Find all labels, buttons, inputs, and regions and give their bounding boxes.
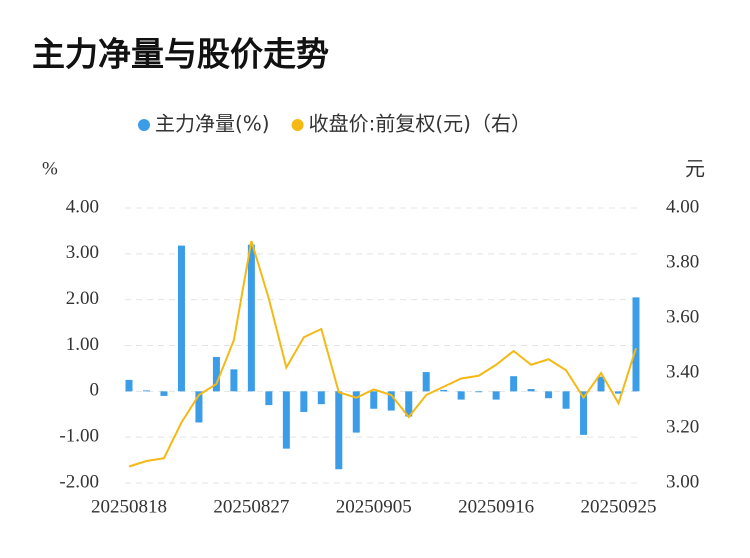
x-tick-label: 20250916 xyxy=(458,496,534,517)
legend-label: 收盘价:前复权(元)（右） xyxy=(309,112,531,136)
bar xyxy=(177,245,185,392)
y2-tick-label: 3.80 xyxy=(666,251,699,272)
bar xyxy=(195,391,203,423)
y-tick-label: 3.00 xyxy=(66,242,99,263)
bar xyxy=(545,391,553,399)
y-tick-label: 1.00 xyxy=(66,334,99,355)
x-tick-label: 20250905 xyxy=(336,496,412,517)
bar xyxy=(125,379,133,392)
legend-label: 主力净量(%) xyxy=(155,112,270,136)
bar xyxy=(317,391,325,405)
bar xyxy=(265,391,273,406)
bar xyxy=(370,391,378,409)
bar xyxy=(247,244,255,392)
bar xyxy=(632,297,640,392)
y2-tick-label: 3.20 xyxy=(666,416,699,437)
y2-tick-label: 3.60 xyxy=(666,306,699,327)
y-tick-label: 0 xyxy=(90,380,100,401)
price-line xyxy=(128,240,637,468)
bar xyxy=(142,390,150,392)
y-tick-label: -2.00 xyxy=(59,471,99,492)
bar xyxy=(492,391,500,400)
bar xyxy=(527,389,535,392)
y-axis-label: % xyxy=(42,158,58,179)
bar xyxy=(440,389,448,392)
bar xyxy=(335,391,343,470)
bar xyxy=(212,356,220,392)
x-tick-label: 20250925 xyxy=(581,496,657,517)
bar xyxy=(457,391,465,400)
legend-marker xyxy=(138,119,150,131)
y-tick-label: 4.00 xyxy=(66,196,99,217)
bar xyxy=(160,391,168,396)
chart-title: 主力净量与股价走势 xyxy=(32,35,329,74)
y-tick-label: -1.00 xyxy=(59,426,99,447)
bar xyxy=(475,391,483,393)
bar xyxy=(300,391,308,412)
bar xyxy=(615,391,623,394)
bar xyxy=(405,391,413,417)
bar xyxy=(597,376,605,392)
bar xyxy=(282,391,290,449)
y2-tick-label: 4.00 xyxy=(666,196,699,217)
bar xyxy=(562,391,570,409)
y2-tick-label: 3.40 xyxy=(666,361,699,382)
x-tick-label: 20250827 xyxy=(213,496,289,517)
bar xyxy=(580,391,588,435)
x-tick-label: 20250818 xyxy=(91,496,167,517)
bar xyxy=(422,372,430,392)
bar xyxy=(510,376,518,392)
y2-tick-label: 3.00 xyxy=(666,471,699,492)
bar xyxy=(230,369,238,392)
bar xyxy=(387,391,395,411)
legend-marker xyxy=(291,119,304,131)
bar xyxy=(352,391,360,433)
y-tick-label: 2.00 xyxy=(66,288,99,309)
y2-axis-label: 元 xyxy=(685,157,705,181)
